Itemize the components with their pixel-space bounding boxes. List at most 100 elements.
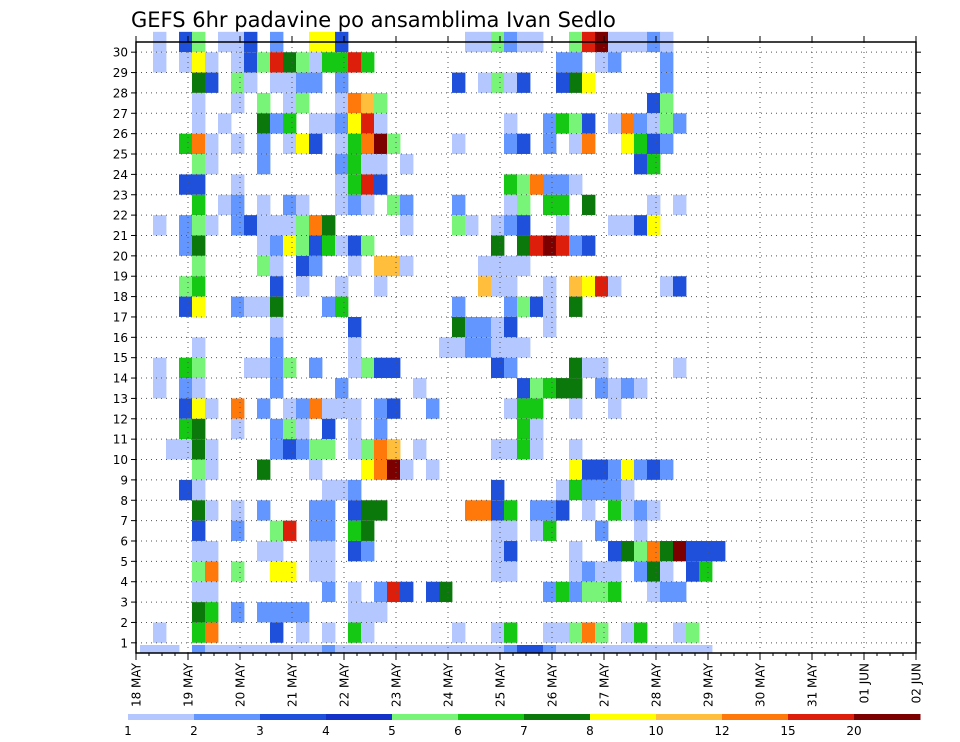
heatmap-cell bbox=[322, 541, 336, 562]
heatmap-cell bbox=[192, 479, 206, 501]
heatmap-cell bbox=[257, 133, 271, 154]
heatmap-cell bbox=[348, 398, 362, 419]
heatmap-cell bbox=[686, 561, 700, 582]
heatmap-cell bbox=[660, 113, 674, 134]
heatmap-cell bbox=[699, 561, 713, 582]
x-tick-label: 30 MAY bbox=[754, 662, 768, 707]
heatmap-cell bbox=[296, 92, 310, 114]
heatmap-cell bbox=[426, 645, 440, 653]
heatmap-cell bbox=[283, 72, 297, 93]
y-tick-label: 7 bbox=[120, 514, 128, 528]
heatmap-cell bbox=[179, 398, 193, 419]
heatmap-cell bbox=[309, 500, 323, 521]
heatmap-cell bbox=[231, 92, 245, 114]
heatmap-cell bbox=[569, 439, 583, 460]
x-tick-label: 23 MAY bbox=[390, 662, 404, 707]
heatmap-cell bbox=[569, 561, 583, 582]
x-tick-label: 31 MAY bbox=[806, 662, 820, 707]
heatmap-cell bbox=[270, 520, 284, 541]
heatmap-cells bbox=[140, 31, 726, 653]
heatmap-cell bbox=[309, 72, 323, 93]
heatmap-cell bbox=[283, 235, 297, 256]
heatmap-cell bbox=[634, 500, 648, 521]
y-tick-label: 8 bbox=[120, 494, 128, 508]
y-tick-label: 20 bbox=[113, 249, 128, 263]
y-tick-label: 6 bbox=[120, 534, 128, 548]
heatmap-cell bbox=[478, 500, 492, 521]
legend-swatch bbox=[392, 714, 459, 720]
heatmap-cell bbox=[465, 645, 479, 653]
heatmap-cell bbox=[192, 622, 206, 643]
heatmap-cell bbox=[413, 378, 427, 399]
heatmap-cell bbox=[322, 439, 336, 460]
legend-label: 3 bbox=[256, 724, 264, 738]
y-tick-label: 9 bbox=[120, 473, 128, 487]
heatmap-cell bbox=[504, 133, 518, 154]
heatmap-cell bbox=[712, 541, 726, 562]
heatmap-cell bbox=[621, 113, 635, 134]
heatmap-cell bbox=[153, 52, 167, 73]
heatmap-cell bbox=[270, 296, 284, 317]
heatmap-cell bbox=[582, 459, 596, 480]
heatmap-cell bbox=[517, 194, 531, 216]
legend-label: 12 bbox=[714, 724, 729, 738]
heatmap-cell bbox=[257, 357, 271, 379]
heatmap-cell bbox=[192, 561, 206, 582]
heatmap-cell bbox=[504, 316, 518, 338]
heatmap-cell bbox=[296, 645, 310, 653]
heatmap-cell bbox=[309, 520, 323, 541]
heatmap-cell bbox=[556, 194, 570, 216]
heatmap-cell bbox=[387, 645, 401, 653]
heatmap-cell bbox=[192, 72, 206, 93]
legend-swatch bbox=[524, 714, 591, 720]
heatmap-cell bbox=[348, 520, 362, 541]
heatmap-cell bbox=[634, 133, 648, 154]
heatmap-cell bbox=[387, 398, 401, 419]
heatmap-cell bbox=[231, 418, 245, 440]
heatmap-cell bbox=[374, 113, 388, 134]
heatmap-cell bbox=[270, 541, 284, 562]
heatmap-cell bbox=[543, 378, 557, 399]
heatmap-cell bbox=[205, 154, 219, 175]
heatmap-cell bbox=[647, 113, 661, 134]
heatmap-cell bbox=[647, 133, 661, 154]
heatmap-cell bbox=[517, 296, 531, 317]
heatmap-cell bbox=[348, 113, 362, 134]
heatmap-cell bbox=[153, 378, 167, 399]
heatmap-cell bbox=[543, 296, 557, 317]
y-tick-label: 3 bbox=[120, 596, 128, 610]
heatmap-cell bbox=[491, 479, 505, 501]
heatmap-cell bbox=[569, 581, 583, 603]
heatmap-cell bbox=[205, 215, 219, 236]
heatmap-cell bbox=[491, 235, 505, 256]
heatmap-cell bbox=[660, 459, 674, 480]
heatmap-cell bbox=[374, 174, 388, 195]
x-tick-label: 29 MAY bbox=[702, 662, 716, 707]
heatmap-cell bbox=[569, 645, 583, 653]
y-tick-label: 21 bbox=[113, 229, 128, 243]
heatmap-cell bbox=[673, 622, 687, 643]
heatmap-cell bbox=[543, 174, 557, 195]
heatmap-cell bbox=[192, 602, 206, 623]
heatmap-cell bbox=[231, 602, 245, 623]
heatmap-cell bbox=[504, 439, 518, 460]
legend-label: 10 bbox=[648, 724, 663, 738]
heatmap-cell bbox=[608, 113, 622, 134]
heatmap-cell bbox=[595, 622, 609, 643]
heatmap-cell bbox=[335, 174, 349, 195]
x-tick-label: 21 MAY bbox=[286, 662, 300, 707]
heatmap-cell bbox=[543, 520, 557, 541]
heatmap-cell bbox=[491, 520, 505, 541]
heatmap-cell bbox=[231, 561, 245, 582]
heatmap-cell bbox=[582, 72, 596, 93]
heatmap-cell bbox=[348, 479, 362, 501]
heatmap-cell bbox=[491, 316, 505, 338]
heatmap-cell bbox=[205, 581, 219, 603]
heatmap-cell bbox=[257, 255, 271, 277]
heatmap-cell bbox=[582, 133, 596, 154]
heatmap-cell bbox=[556, 215, 570, 236]
heatmap-cell bbox=[608, 561, 622, 582]
heatmap-cell bbox=[452, 645, 466, 653]
heatmap-cell bbox=[504, 113, 518, 134]
heatmap-cell bbox=[543, 276, 557, 297]
